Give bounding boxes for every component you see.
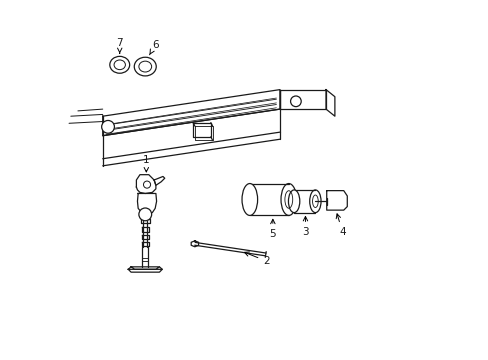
Ellipse shape xyxy=(110,57,129,73)
Polygon shape xyxy=(326,191,346,210)
Circle shape xyxy=(290,96,301,107)
Polygon shape xyxy=(191,241,198,247)
Polygon shape xyxy=(102,90,279,136)
Text: 7: 7 xyxy=(116,38,123,48)
Polygon shape xyxy=(141,219,149,222)
Ellipse shape xyxy=(242,184,257,215)
Circle shape xyxy=(143,181,150,188)
Ellipse shape xyxy=(288,190,299,213)
Text: 4: 4 xyxy=(339,227,346,237)
Circle shape xyxy=(102,121,114,133)
Polygon shape xyxy=(193,123,210,137)
Text: 2: 2 xyxy=(263,256,269,266)
Ellipse shape xyxy=(134,57,156,76)
Polygon shape xyxy=(136,175,156,193)
Circle shape xyxy=(139,208,151,221)
Text: 6: 6 xyxy=(152,40,159,50)
Text: 5: 5 xyxy=(269,229,276,239)
Polygon shape xyxy=(154,176,164,185)
Polygon shape xyxy=(137,193,156,213)
Text: 1: 1 xyxy=(142,155,149,165)
Polygon shape xyxy=(142,228,148,232)
Polygon shape xyxy=(142,235,148,239)
Polygon shape xyxy=(142,242,148,246)
Polygon shape xyxy=(195,126,212,140)
Polygon shape xyxy=(131,267,159,269)
Text: 3: 3 xyxy=(302,227,308,237)
Polygon shape xyxy=(128,269,162,272)
Polygon shape xyxy=(325,90,334,116)
Polygon shape xyxy=(279,90,325,109)
